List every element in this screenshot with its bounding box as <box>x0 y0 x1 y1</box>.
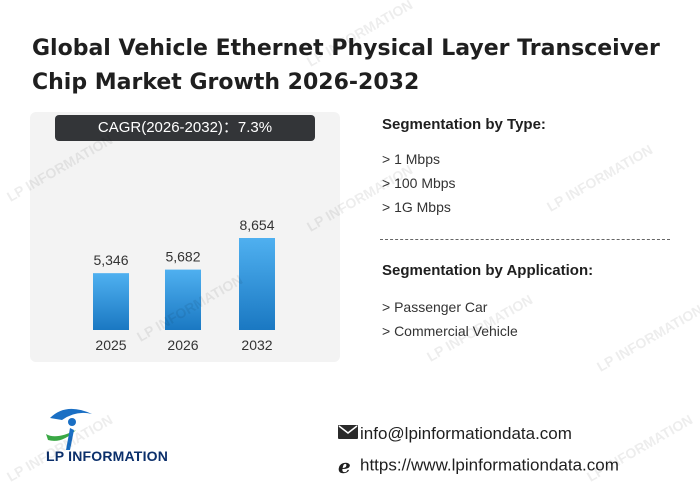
cagr-badge: CAGR(2026-2032)：7.3% <box>55 115 315 141</box>
segment-application-list: > Passenger Car > Commercial Vehicle <box>382 295 518 343</box>
contact-website[interactable]: e https://www.lpinformationdata.com <box>338 454 619 478</box>
value-label-2026: 5,682 <box>165 249 200 265</box>
category-label-2025: 2025 <box>95 337 126 353</box>
segment-application-item: > Passenger Car <box>382 299 488 315</box>
segment-type-item: > 100 Mbps <box>382 175 456 191</box>
value-label-2025: 5,346 <box>93 252 128 268</box>
segment-application-heading: Segmentation by Application: <box>382 262 594 279</box>
watermark-text: LP INFORMATION <box>543 141 656 215</box>
bar-chart: 5,346 2025 5,682 2026 8,654 2032 <box>93 217 275 353</box>
page-title: Global Vehicle Ethernet Physical Layer T… <box>32 32 672 100</box>
logo-text: LP INFORMATION <box>46 448 169 464</box>
section-divider <box>380 239 670 240</box>
bar-2032 <box>239 238 275 330</box>
segment-type-list: > 1 Mbps > 100 Mbps > 1G Mbps <box>382 147 456 219</box>
lp-information-logo <box>46 408 92 450</box>
segment-type-heading: Segmentation by Type: <box>382 116 546 133</box>
segment-application-item: > Commercial Vehicle <box>382 323 518 339</box>
mail-icon <box>338 424 360 445</box>
cagr-text: CAGR(2026-2032)：7.3% <box>97 119 273 136</box>
watermark-text: LP INFORMATION <box>593 301 700 375</box>
contact-email[interactable]: info@lpinformationdata.com <box>338 424 572 445</box>
website-text[interactable]: https://www.lpinformationdata.com <box>360 455 619 475</box>
segment-type-item: > 1G Mbps <box>382 199 451 215</box>
value-label-2032: 8,654 <box>239 217 274 233</box>
email-text[interactable]: info@lpinformationdata.com <box>360 424 572 443</box>
category-label-2032: 2032 <box>241 337 272 353</box>
title-line-1: Global Vehicle Ethernet Physical Layer T… <box>32 36 660 61</box>
bar-2026 <box>165 269 201 330</box>
bar-2025 <box>93 273 129 330</box>
category-label-2026: 2026 <box>167 337 198 353</box>
browser-icon: e <box>338 454 351 478</box>
title-line-2: Chip Market Growth 2026-2032 <box>32 70 420 95</box>
segment-type-item: > 1 Mbps <box>382 151 440 167</box>
